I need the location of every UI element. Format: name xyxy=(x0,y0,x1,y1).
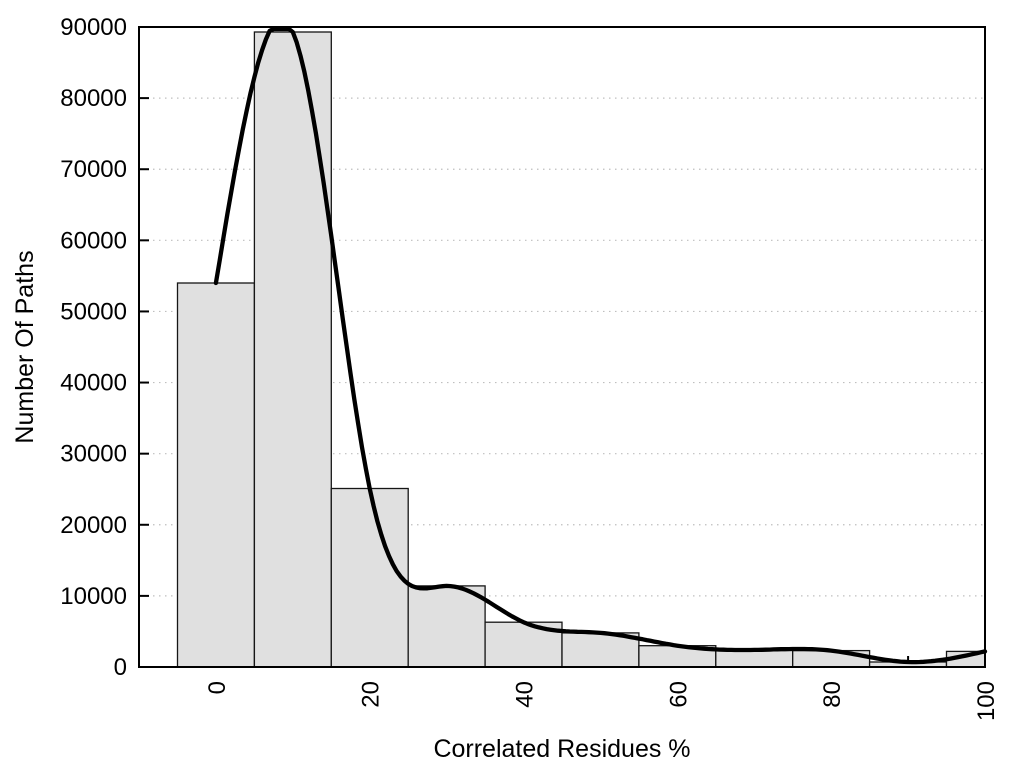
x-tick-label: 60 xyxy=(665,681,692,708)
histogram-bar xyxy=(330,487,409,668)
x-axis-tick-labels: 0 20 40 60 80 100 xyxy=(204,681,1000,721)
y-tick-label: 40000 xyxy=(60,370,127,397)
histogram-bar xyxy=(715,649,794,668)
histogram-bar xyxy=(176,282,256,668)
y-axis-tick-labels: 0 10000 20000 30000 40000 50000 60000 70000 8000… xyxy=(60,14,127,681)
y-tick-label: 10000 xyxy=(60,583,127,610)
x-tick-label: 100 xyxy=(973,681,1000,721)
y-tick-label: 20000 xyxy=(60,512,127,539)
y-axis-ticks xyxy=(139,26,149,668)
x-tick-label: 20 xyxy=(358,681,385,708)
y-axis-title: Number Of Paths xyxy=(11,250,39,443)
smoothed-distribution-curve xyxy=(213,26,988,665)
y-tick-label: 80000 xyxy=(60,85,127,112)
x-tick-label: 40 xyxy=(512,681,539,708)
histogram-bar xyxy=(253,31,332,668)
x-tick-label: 0 xyxy=(204,681,231,694)
y-tick-label: 90000 xyxy=(60,14,127,41)
y-tick-label: 50000 xyxy=(60,298,127,325)
x-axis-title: Correlated Residues % xyxy=(433,735,690,763)
x-tick-label: 80 xyxy=(819,681,846,708)
y-tick-label: 60000 xyxy=(60,227,127,254)
y-tick-label: 0 xyxy=(114,654,127,681)
histogram-bar xyxy=(407,585,486,668)
y-tick-label: 30000 xyxy=(60,441,127,468)
gridlines xyxy=(141,97,984,597)
plot-border xyxy=(138,26,986,668)
y-tick-label: 70000 xyxy=(60,156,127,183)
histogram-bars xyxy=(176,31,986,668)
